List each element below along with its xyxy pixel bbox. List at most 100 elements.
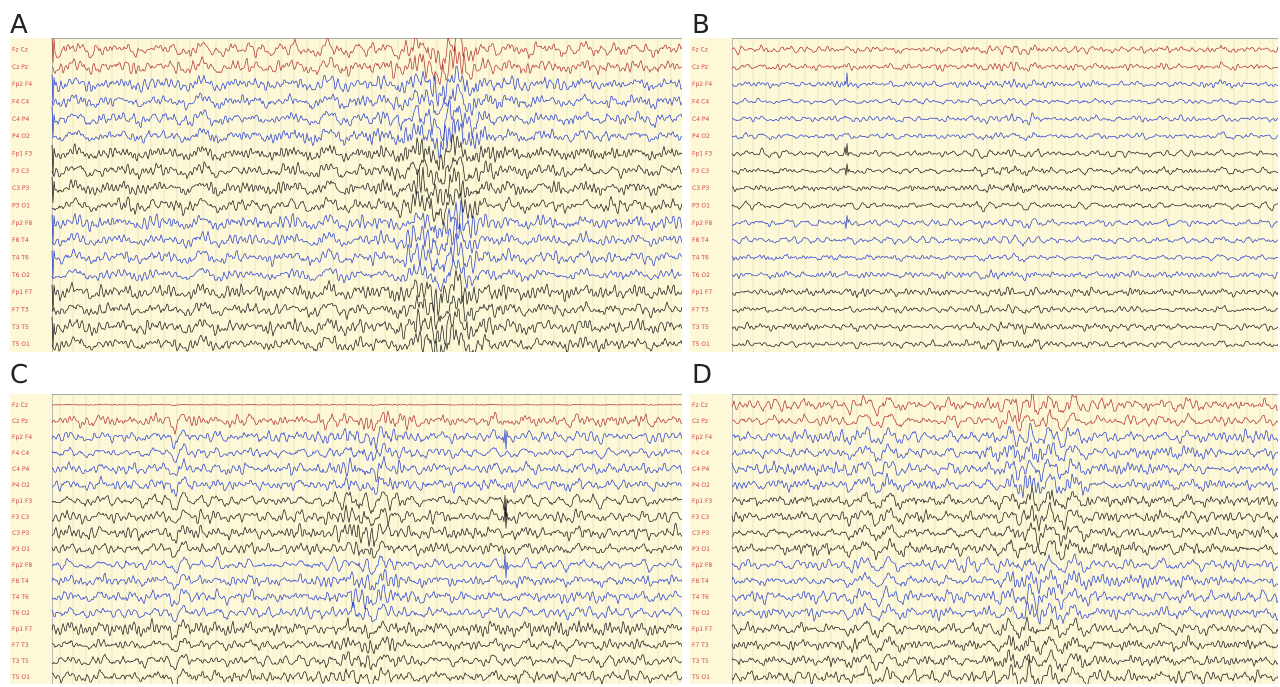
channel-label: P4 O2 xyxy=(692,482,710,489)
chart-background xyxy=(690,394,1278,684)
eeg-trace xyxy=(51,133,682,175)
time-grid xyxy=(59,394,672,684)
eeg-trace xyxy=(51,475,682,497)
channel-label: F7 T3 xyxy=(692,307,709,314)
eeg-trace xyxy=(51,188,682,225)
eeg-trace xyxy=(731,569,1278,595)
channel-label: C4 P4 xyxy=(12,466,30,473)
eeg-trace xyxy=(51,584,682,610)
channel-label: F8 T4 xyxy=(12,237,29,244)
channel-label: Fp1 F7 xyxy=(12,626,32,633)
channel-label: F8 T4 xyxy=(692,578,709,585)
eeg-trace xyxy=(731,321,1278,335)
eeg-trace xyxy=(51,455,682,482)
channel-label: C3 P3 xyxy=(692,185,710,192)
channel-label: P3 O1 xyxy=(692,546,710,553)
channel-label: Fp1 F7 xyxy=(692,289,712,296)
eeg-trace xyxy=(731,163,1278,177)
channel-label: Fp2 F4 xyxy=(692,434,712,441)
channel-label: Fp1 F3 xyxy=(12,151,32,158)
channel-label: Fp2 F8 xyxy=(12,562,32,569)
channel-label: T6 O2 xyxy=(691,272,710,279)
eeg-trace xyxy=(51,491,682,518)
channel-label: Fz Cz xyxy=(692,402,708,409)
eeg-trace xyxy=(51,295,682,331)
eeg-trace xyxy=(731,601,1278,625)
channel-label: P3 O1 xyxy=(12,546,30,553)
channel-label: F4 C4 xyxy=(12,450,29,457)
channel-label: F7 T3 xyxy=(692,642,709,649)
channel-label: T5 O1 xyxy=(691,341,710,348)
eeg-trace xyxy=(51,426,682,450)
eeg-trace xyxy=(51,217,682,256)
channel-label: F7 T3 xyxy=(12,642,29,649)
eeg-trace xyxy=(51,403,682,406)
channel-label: T5 O1 xyxy=(691,674,710,681)
panel-letter-b: B xyxy=(692,10,710,40)
eeg-trace xyxy=(731,61,1278,72)
eeg-trace xyxy=(51,38,682,70)
eeg-chart-a: Fz Cz Cz Pz Fp2 F4 F4 C4 C4 P4 P4 O2 Fp1 F3 F3 … xyxy=(10,38,682,352)
eeg-trace xyxy=(731,269,1278,282)
channel-label: F3 C3 xyxy=(692,168,709,175)
channel-label: Fp2 F4 xyxy=(12,81,32,88)
eeg-chart-c: Fz Cz Cz Pz Fp2 F4 F4 C4 C4 P4 P4 O2 Fp1 F3 F3 … xyxy=(10,394,682,684)
eeg-trace xyxy=(731,72,1278,90)
channel-label: C3 P3 xyxy=(12,185,30,192)
channel-label: T6 O2 xyxy=(11,272,30,279)
channel-label: Cz Pz xyxy=(692,64,708,71)
eeg-trace xyxy=(51,568,682,591)
time-grid xyxy=(739,38,1274,352)
chart-background xyxy=(690,38,1278,352)
channel-label: Cz Pz xyxy=(692,418,708,425)
eeg-trace xyxy=(731,286,1278,299)
eeg-trace xyxy=(731,143,1278,160)
eeg-chart-d: Fz Cz Cz Pz Fp2 F4 F4 C4 C4 P4 P4 O2 Fp1 F3 F3 … xyxy=(690,394,1278,684)
eeg-trace xyxy=(51,44,682,85)
channel-label: Fp1 F3 xyxy=(692,498,712,505)
channel-label: F3 C3 xyxy=(12,168,29,175)
panel-letter-a: A xyxy=(10,10,28,40)
channel-label: T4 T6 xyxy=(11,255,29,262)
channel-label: T4 T6 xyxy=(11,594,29,601)
channel-label: F3 C3 xyxy=(12,514,29,521)
channel-label: T3 T5 xyxy=(691,324,709,331)
eeg-trace xyxy=(51,100,682,141)
eeg-trace xyxy=(51,410,682,435)
channel-label: Fp1 F3 xyxy=(12,498,32,505)
eeg-trace xyxy=(731,44,1278,56)
channel-label: Fz Cz xyxy=(12,47,28,54)
eeg-trace xyxy=(51,167,682,206)
eeg-trace xyxy=(731,442,1278,463)
eeg-trace xyxy=(51,651,682,671)
channel-label: F4 C4 xyxy=(12,99,29,106)
channel-label: Fp2 F4 xyxy=(692,81,712,88)
eeg-trace xyxy=(51,156,682,186)
eeg-trace xyxy=(51,504,682,529)
channel-label: Cz Pz xyxy=(12,418,28,425)
eeg-trace xyxy=(731,616,1278,639)
eeg-trace xyxy=(51,83,682,116)
eeg-trace xyxy=(731,501,1278,532)
eeg-trace xyxy=(731,182,1278,193)
eeg-trace xyxy=(731,658,1278,684)
channel-label: C3 P3 xyxy=(12,530,30,537)
channel-label: T3 T5 xyxy=(691,658,709,665)
eeg-trace xyxy=(731,304,1278,314)
channel-label: Fp2 F8 xyxy=(12,220,32,227)
channel-label: P4 O2 xyxy=(692,133,710,140)
channel-label: F3 C3 xyxy=(692,514,709,521)
channel-label: T5 O1 xyxy=(11,674,30,681)
eeg-trace xyxy=(731,131,1278,141)
eeg-trace xyxy=(51,233,682,278)
eeg-trace xyxy=(731,473,1278,499)
eeg-trace xyxy=(51,324,682,352)
eeg-trace xyxy=(51,258,682,293)
channel-label: T3 T5 xyxy=(11,324,29,331)
channel-label: Fz Cz xyxy=(12,402,28,409)
channel-label: C4 P4 xyxy=(692,466,710,473)
channel-label: T5 O1 xyxy=(11,341,30,348)
eeg-trace xyxy=(731,422,1278,449)
eeg-trace xyxy=(731,200,1278,213)
eeg-chart-b: Fz Cz Cz Pz Fp2 F4 F4 C4 C4 P4 P4 O2 Fp1 F3 F3 … xyxy=(690,38,1278,352)
